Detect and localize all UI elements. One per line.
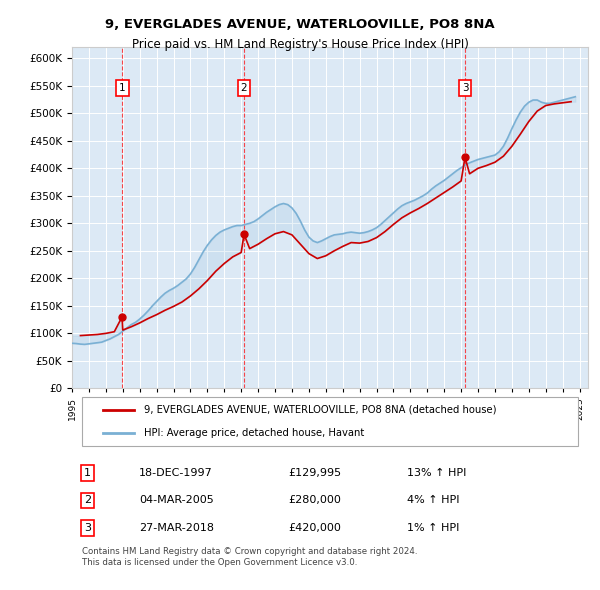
- Text: 13% ↑ HPI: 13% ↑ HPI: [407, 468, 467, 478]
- Text: 04-MAR-2005: 04-MAR-2005: [139, 496, 214, 506]
- Text: 27-MAR-2018: 27-MAR-2018: [139, 523, 214, 533]
- Text: 4% ↑ HPI: 4% ↑ HPI: [407, 496, 460, 506]
- Text: Contains HM Land Registry data © Crown copyright and database right 2024.
This d: Contains HM Land Registry data © Crown c…: [82, 548, 418, 567]
- Text: 9, EVERGLADES AVENUE, WATERLOOVILLE, PO8 8NA: 9, EVERGLADES AVENUE, WATERLOOVILLE, PO8…: [105, 18, 495, 31]
- Text: 2: 2: [84, 496, 91, 506]
- Text: 3: 3: [84, 523, 91, 533]
- Text: 3: 3: [461, 83, 469, 93]
- Text: 2: 2: [241, 83, 247, 93]
- Text: 1: 1: [84, 468, 91, 478]
- Text: £129,995: £129,995: [289, 468, 342, 478]
- Text: 1% ↑ HPI: 1% ↑ HPI: [407, 523, 460, 533]
- FancyBboxPatch shape: [82, 398, 578, 445]
- Text: 18-DEC-1997: 18-DEC-1997: [139, 468, 213, 478]
- Text: £420,000: £420,000: [289, 523, 341, 533]
- Text: 1: 1: [119, 83, 125, 93]
- Text: HPI: Average price, detached house, Havant: HPI: Average price, detached house, Hava…: [144, 428, 364, 438]
- Text: Price paid vs. HM Land Registry's House Price Index (HPI): Price paid vs. HM Land Registry's House …: [131, 38, 469, 51]
- Text: £280,000: £280,000: [289, 496, 341, 506]
- Text: 9, EVERGLADES AVENUE, WATERLOOVILLE, PO8 8NA (detached house): 9, EVERGLADES AVENUE, WATERLOOVILLE, PO8…: [144, 405, 497, 415]
